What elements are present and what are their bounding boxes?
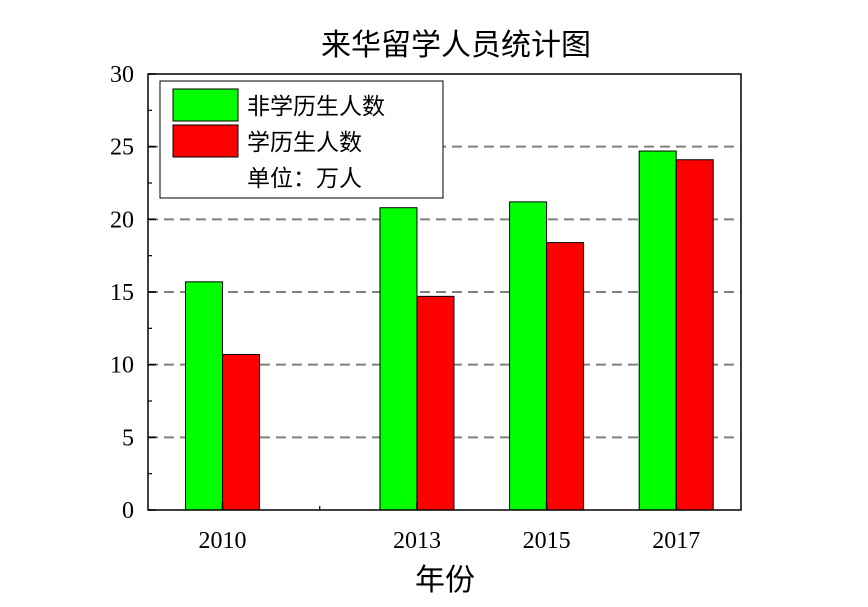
y-tick-label: 5 — [122, 425, 134, 451]
legend-swatch-non-degree — [172, 88, 239, 122]
y-tick-label: 30 — [110, 62, 134, 88]
bar-non-degree-2017 — [638, 150, 677, 511]
axes: 0 5 10 15 20 25 30 2010 2013 2015 2017 — [110, 62, 700, 554]
bar-degree-2013 — [416, 295, 455, 511]
bar-degree-2010 — [222, 353, 261, 511]
x-axis-label: 年份 — [415, 563, 475, 598]
bar-degree-2015 — [546, 242, 585, 511]
y-tick-label: 15 — [110, 280, 134, 306]
legend-unit-note: 单位：万人 — [247, 166, 362, 192]
x-tick-label: 2013 — [393, 528, 441, 554]
bar-degree-2017 — [675, 159, 714, 511]
y-tick-label: 0 — [122, 498, 134, 524]
y-tick-label: 25 — [110, 135, 134, 161]
x-tick-label: 2010 — [199, 528, 247, 554]
bar-non-degree-2010 — [185, 281, 224, 511]
y-tick-label: 10 — [110, 353, 134, 379]
legend-label-non-degree: 非学历生人数 — [247, 94, 385, 120]
legend: 非学历生人数 学历生人数 单位：万人 — [159, 80, 444, 199]
y-tick-label: 20 — [110, 207, 134, 233]
bar-non-degree-2015 — [509, 201, 548, 511]
bars — [185, 150, 714, 511]
chart-title: 来华留学人员统计图 — [321, 28, 591, 63]
x-tick-label: 2017 — [652, 528, 700, 554]
x-tick-label: 2015 — [523, 528, 571, 554]
legend-swatch-degree — [172, 124, 239, 158]
legend-label-degree: 学历生人数 — [247, 130, 362, 156]
bar-non-degree-2013 — [379, 207, 418, 511]
